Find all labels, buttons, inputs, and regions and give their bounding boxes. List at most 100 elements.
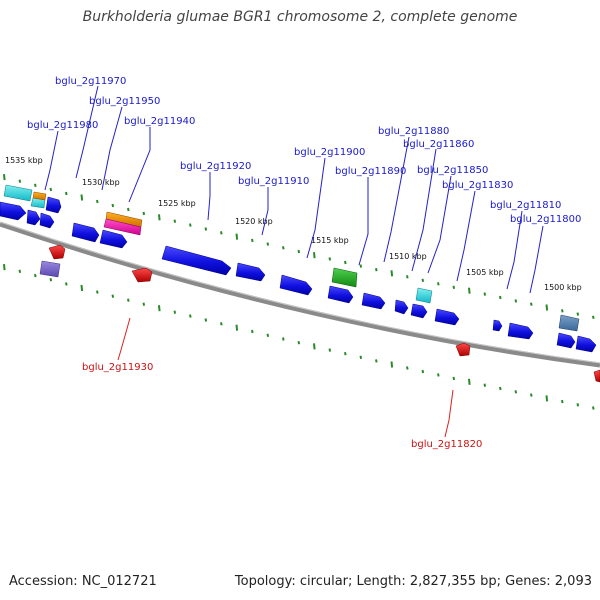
gene-arrow[interactable] [327, 285, 354, 304]
minor-tick [173, 310, 177, 314]
minor-tick [561, 309, 564, 313]
gene-arrow[interactable] [45, 196, 62, 214]
minor-tick [375, 268, 378, 272]
gene-arrow[interactable] [434, 308, 460, 326]
kbp-label: 1525 kbp [158, 199, 196, 208]
leader-line [117, 317, 131, 361]
minor-tick [266, 333, 270, 337]
minor-tick [96, 290, 99, 294]
minor-tick [437, 373, 440, 377]
feature-block[interactable] [3, 184, 33, 202]
major-tick [3, 174, 6, 181]
feature-block[interactable] [103, 218, 142, 236]
gene-arrow[interactable] [556, 332, 576, 349]
gene-label: bglu_2g11950 [89, 96, 160, 107]
major-tick [158, 305, 161, 312]
major-tick [390, 361, 394, 368]
accession-info: Accession: NC_012721 [9, 574, 157, 589]
leader-line [427, 175, 452, 274]
gene-arrow[interactable] [593, 369, 600, 383]
gene-arrow[interactable] [410, 303, 428, 319]
leader-line [358, 177, 369, 266]
feature-block[interactable] [32, 191, 47, 201]
leader-line [444, 389, 454, 438]
kbp-label: 1515 kbp [311, 236, 349, 245]
gene-arrow[interactable] [492, 319, 503, 332]
gene-arrow[interactable] [26, 209, 41, 226]
leader-line [261, 187, 269, 236]
gene-label: bglu_2g11810 [490, 200, 561, 211]
leader-line [529, 225, 544, 294]
major-tick [545, 304, 549, 311]
minor-tick [18, 179, 22, 183]
forward-gene-labels: bglu_2g11970 bglu_2g11950 bglu_2g11980 b… [27, 76, 581, 225]
minor-tick [514, 390, 518, 394]
minor-tick [96, 199, 99, 204]
gene-arrow[interactable] [455, 342, 471, 357]
minor-tick [576, 403, 580, 407]
gene-arrow[interactable] [39, 212, 55, 229]
major-tick [158, 214, 161, 221]
gene-arrow[interactable] [48, 244, 66, 260]
gene-arrow[interactable] [71, 222, 100, 243]
minor-tick [49, 278, 53, 282]
leader-line [75, 85, 99, 179]
leader-line [207, 172, 211, 221]
major-tick [3, 264, 6, 271]
gene-arrow[interactable] [99, 229, 128, 249]
reverse-strand-genes [48, 244, 600, 383]
gene-label: bglu_2g11930 [82, 362, 153, 373]
kbp-label: 1535 kbp [5, 156, 43, 165]
minor-tick [65, 282, 68, 286]
gene-label: bglu_2g11900 [294, 147, 365, 158]
gene-arrow[interactable] [0, 201, 27, 221]
major-tick [468, 287, 471, 294]
minor-tick [375, 359, 378, 363]
minor-tick [204, 318, 208, 322]
major-tick [468, 378, 471, 385]
label-leader-lines [44, 85, 544, 438]
minor-tick [499, 386, 502, 391]
genome-backbone [0, 221, 600, 368]
minor-tick [34, 183, 37, 187]
feature-block[interactable] [558, 314, 580, 332]
gene-label: bglu_2g11830 [442, 180, 513, 191]
leader-line [128, 127, 151, 203]
gene-label: bglu_2g11920 [180, 161, 251, 172]
minor-tick [173, 219, 177, 223]
leader-line [383, 136, 410, 263]
minor-tick [561, 399, 564, 404]
gene-arrow[interactable] [507, 322, 534, 340]
gene-arrow[interactable] [361, 292, 386, 310]
genome-backbone-highlight [0, 221, 600, 364]
gene-label: bglu_2g11970 [55, 76, 126, 87]
gene-arrow[interactable] [161, 245, 232, 276]
kbp-label: 1520 kbp [235, 217, 273, 226]
gene-label: bglu_2g11980 [27, 120, 98, 131]
minor-tick [220, 322, 223, 326]
gene-arrow[interactable] [131, 267, 153, 283]
feature-block[interactable] [415, 287, 433, 304]
minor-tick [34, 273, 37, 278]
minor-tick [142, 302, 146, 306]
gene-arrow[interactable] [575, 335, 597, 353]
major-tick [80, 194, 84, 201]
minor-tick [483, 292, 487, 296]
major-tick [80, 284, 84, 292]
gene-arrow[interactable] [279, 274, 313, 296]
minor-tick [297, 341, 301, 345]
minor-tick [421, 278, 425, 282]
feature-block[interactable] [331, 267, 358, 288]
minor-tick [127, 298, 130, 302]
gene-arrow[interactable] [235, 262, 266, 282]
kbp-label: 1500 kbp [544, 283, 582, 292]
minor-tick [344, 352, 347, 356]
minor-tick [142, 211, 146, 216]
leader-line [306, 157, 326, 259]
minor-tick [406, 366, 409, 370]
reverse-gene-labels: bglu_2g11930 bglu_2g11820 [82, 362, 482, 450]
gene-arrow[interactable] [394, 299, 409, 315]
feature-block[interactable] [39, 260, 61, 278]
minor-tick [266, 242, 270, 246]
gene-label: bglu_2g11800 [510, 214, 581, 225]
